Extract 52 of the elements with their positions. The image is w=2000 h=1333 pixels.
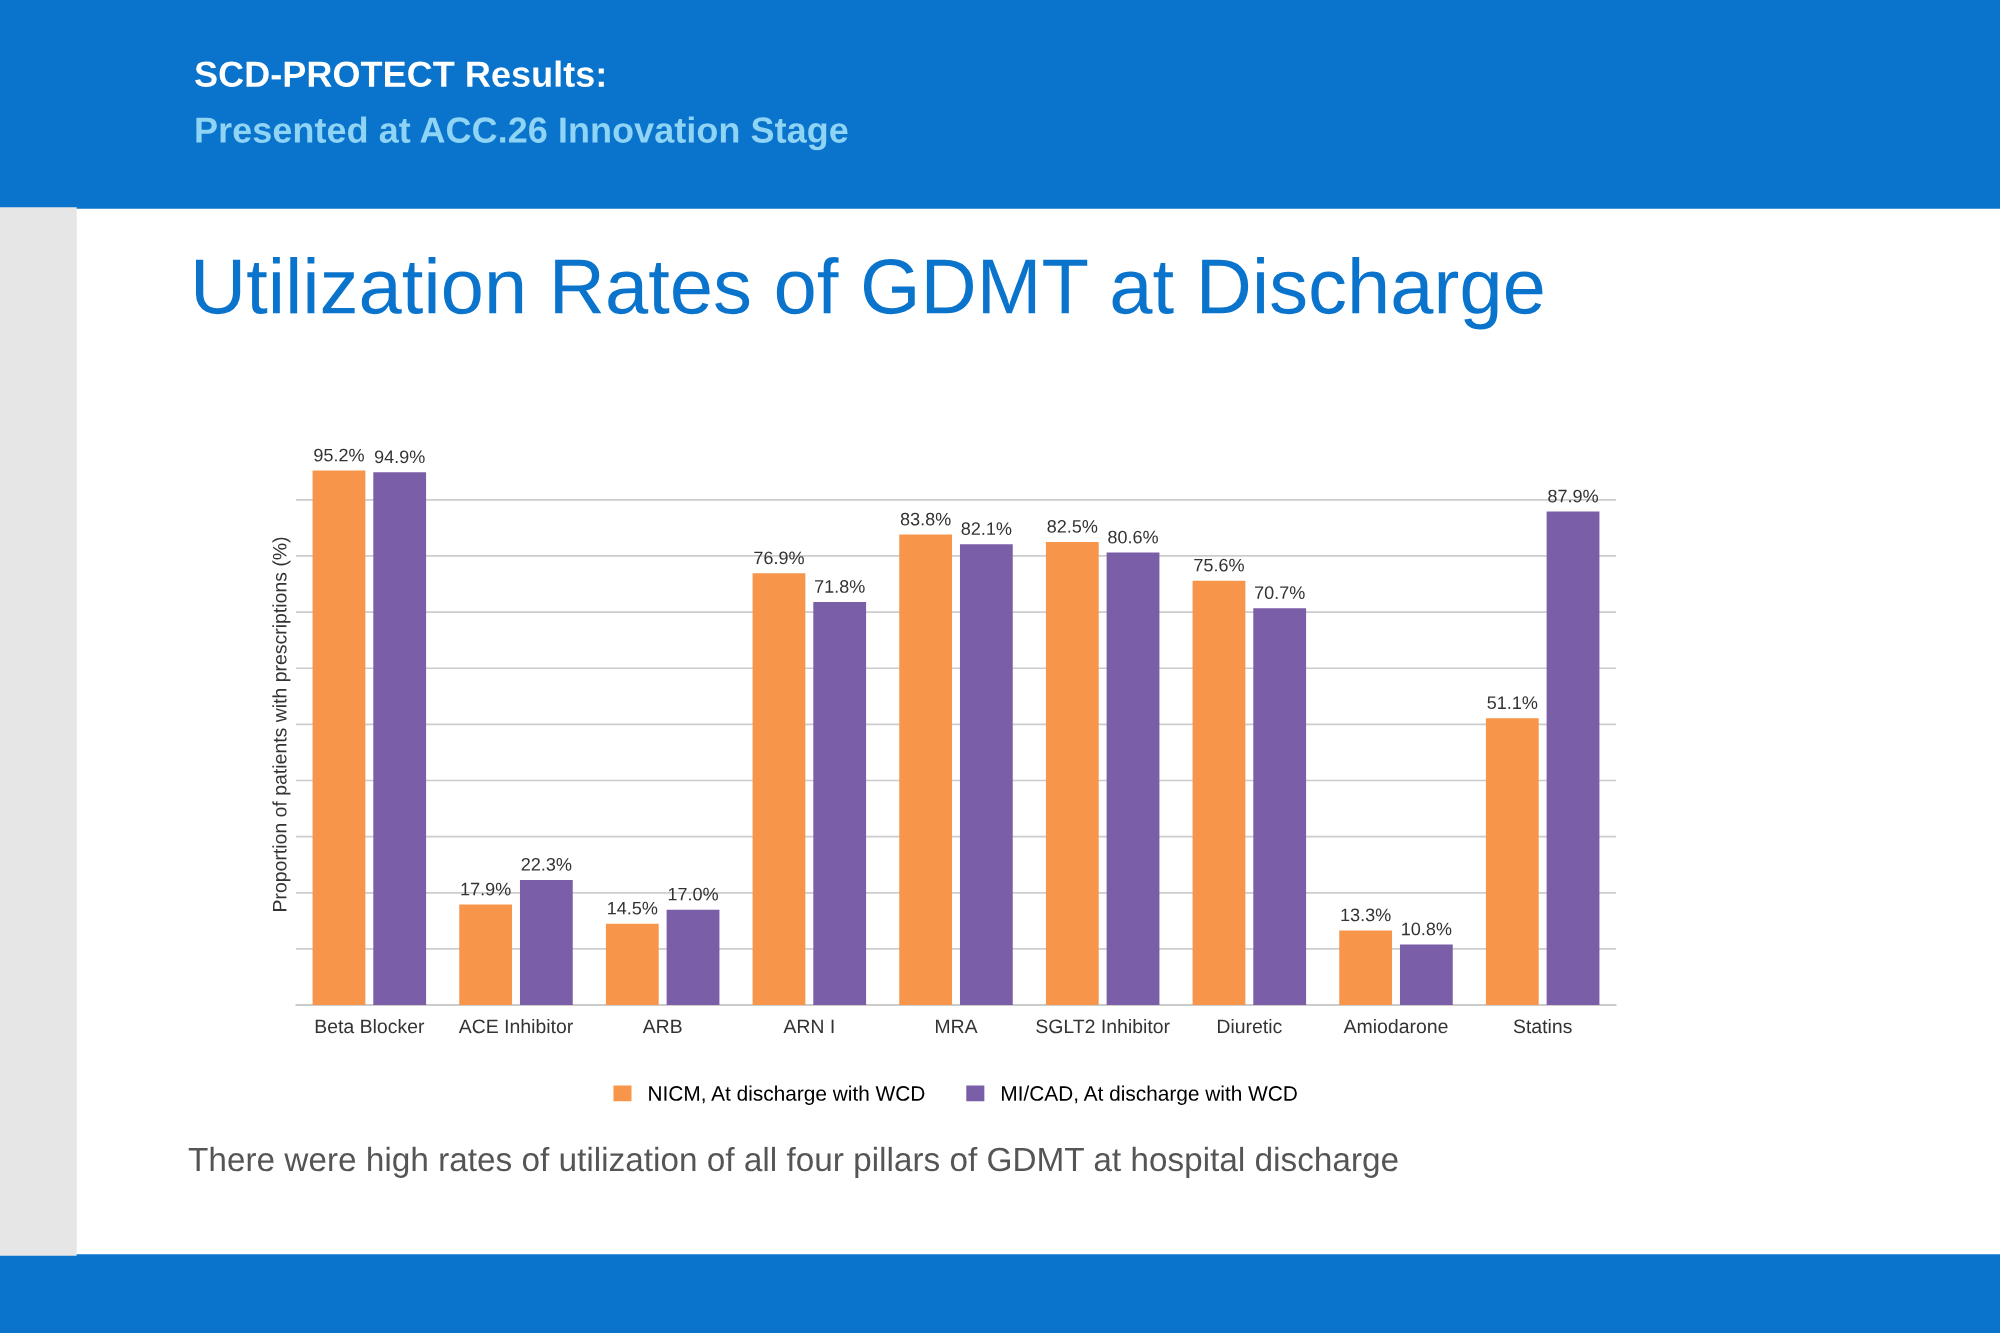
x-tick-label: Statins [1513, 1018, 1572, 1034]
bar [459, 904, 513, 1006]
chart-title: Utilization Rates of GDMT at Discharge [196, 257, 1543, 330]
bar [1192, 580, 1246, 1006]
bar [1106, 552, 1160, 1006]
data-label: 22.3% [521, 857, 572, 871]
data-label: 17.9% [461, 882, 511, 896]
data-label: 82.1% [961, 522, 1012, 536]
bar [1339, 930, 1393, 1006]
data-label: 51.1% [1487, 696, 1538, 710]
x-tick-label: MRA [935, 1019, 978, 1034]
data-label: 70.7% [1255, 586, 1305, 600]
bar [1045, 541, 1099, 1006]
bar [899, 534, 953, 1006]
legend-label: MI/CAD, At discharge with WCD [1002, 1085, 1297, 1105]
x-tick-label: Amiodarone [1343, 1018, 1448, 1034]
data-label: 71.8% [815, 580, 865, 593]
data-label: 13.3% [1341, 908, 1391, 922]
data-label: 82.5% [1047, 520, 1098, 533]
x-tick-label: ARB [642, 1019, 682, 1034]
bar [312, 470, 366, 1006]
data-label: 14.5% [608, 901, 658, 915]
bar [1485, 718, 1539, 1006]
text: SCD-PROTECT Results: [195, 60, 604, 88]
bar [666, 909, 720, 1006]
legend-label: NICM, At discharge with WCD [649, 1085, 925, 1105]
data-label: 17.0% [668, 887, 718, 901]
bar [605, 923, 659, 1006]
data-label: 87.9% [1548, 489, 1598, 503]
y-axis-title: Proportion of patients with prescriptions (%) [272, 537, 291, 911]
x-tick-label: ARN I [783, 1019, 834, 1034]
x-tick-label: ACE Inhibitor [458, 1018, 573, 1034]
data-label: 75.6% [1194, 558, 1244, 572]
x-tick-label: Beta Blocker [315, 1018, 425, 1034]
data-label: 95.2% [314, 448, 364, 462]
bar [373, 472, 427, 1006]
bar [959, 544, 1013, 1006]
bar [752, 573, 806, 1006]
bar [519, 879, 573, 1006]
data-label: 80.6% [1108, 530, 1158, 544]
text: There were high rates of utilization of all four pillars of GDMT at hospital discharge [188, 1146, 1398, 1178]
bar [1253, 608, 1307, 1006]
text: Presented at ACC.26 Innovation Stage [196, 116, 848, 151]
data-label: 10.8% [1402, 922, 1452, 936]
bar [1546, 511, 1600, 1006]
data-label: 94.9% [374, 450, 425, 464]
x-tick-label: Diuretic [1217, 1018, 1282, 1034]
x-tick-label: SGLT2 Inhibitor [1036, 1018, 1170, 1034]
bar [813, 601, 867, 1006]
data-label: 83.8% [900, 512, 951, 526]
bar [1399, 944, 1453, 1006]
data-label: 76.9% [754, 551, 804, 565]
